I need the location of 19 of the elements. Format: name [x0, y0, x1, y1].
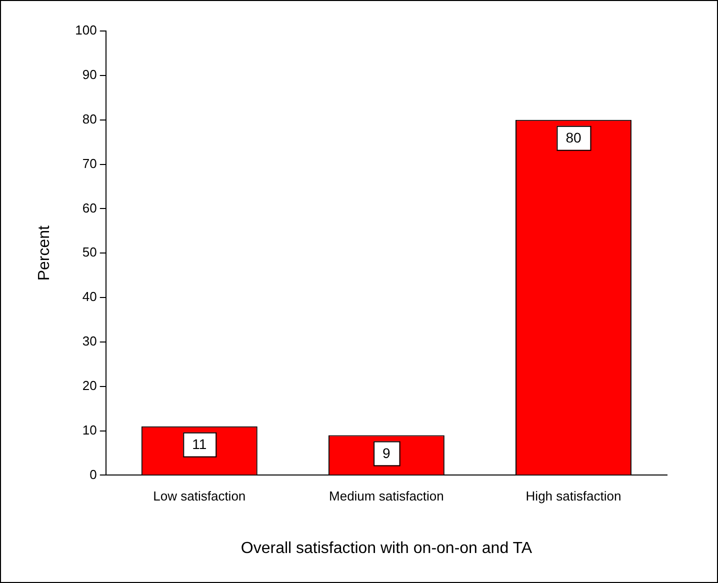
y-tick-label: 20 — [82, 378, 97, 393]
y-tick-label: 70 — [82, 156, 97, 171]
y-tick-label: 10 — [82, 422, 97, 438]
y-tick-label: 0 — [90, 466, 97, 482]
y-tick-label: 80 — [82, 111, 97, 126]
y-axis-title: Percent — [36, 224, 54, 281]
data-label: 9 — [382, 445, 391, 462]
y-tick-label: 100 — [75, 22, 97, 38]
data-label: 80 — [566, 130, 582, 146]
data-label: 11 — [192, 436, 207, 452]
x-tick-label: Low satisfaction — [153, 488, 246, 504]
x-axis-title: Overall satisfaction with on-on-on and TA — [240, 540, 532, 557]
y-tick-label: 40 — [82, 289, 97, 304]
x-tick-label: High satisfaction — [526, 488, 622, 504]
y-tick-label: 90 — [82, 67, 97, 82]
y-tick-label: 50 — [82, 244, 97, 260]
y-tick-label: 60 — [82, 200, 97, 216]
y-tick-label: 30 — [82, 334, 97, 349]
x-tick-label: Medium satisfaction — [329, 488, 444, 504]
